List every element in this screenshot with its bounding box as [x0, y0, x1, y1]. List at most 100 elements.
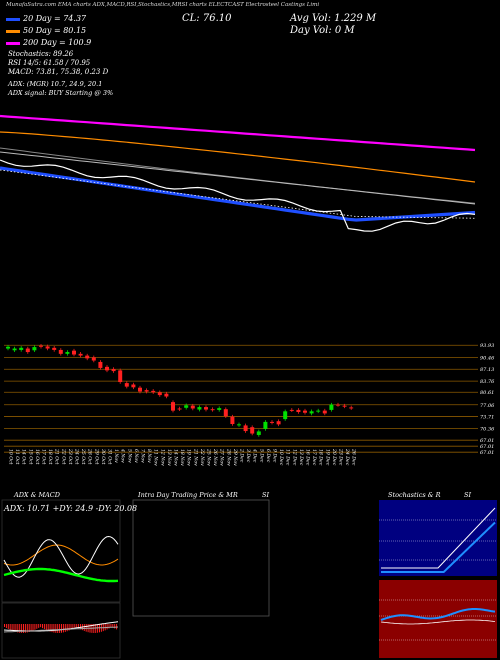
date-tick-label: 5 Dec [258, 449, 264, 463]
macd-histogram-bar [108, 624, 110, 629]
date-tick-label: 12 Dec [291, 449, 297, 466]
candle-body [85, 355, 90, 359]
macd-histogram-bar [45, 624, 47, 631]
price-level-label: 67.01 [480, 438, 494, 444]
ma20-legend: 20 Day = 74.37 [6, 14, 86, 23]
candle-body [177, 408, 182, 410]
date-tick-label: 12 Nov [159, 449, 165, 466]
rsi-blue-line [380, 608, 496, 621]
date-tick-label: 15 Oct [27, 449, 33, 465]
macd-histogram-bar [114, 624, 116, 629]
candle-body [263, 421, 268, 429]
adx-summary: ADX: (MGR) 10.7, 24.9, 20.1 ADX signal: … [8, 80, 113, 97]
macd-signal-line [3, 626, 119, 633]
price-level-label: 90.46 [480, 355, 495, 361]
date-tick-label: 10 Dec [278, 449, 284, 466]
date-tick-label: 22 Nov [199, 448, 205, 466]
intraday-panel-si: SI [262, 491, 270, 499]
candle-body [316, 410, 321, 412]
ma20-label: 20 Day = 74.37 [23, 14, 87, 23]
price-level-label: 67.01 [480, 450, 494, 456]
date-tick-label: 30 Oct [100, 449, 106, 465]
macd-histogram-bar [34, 624, 36, 630]
macd-histogram-bar [28, 624, 30, 632]
candle-body [25, 348, 30, 353]
macd-histogram-bar [24, 624, 26, 633]
date-tick-label: 22 Oct [60, 448, 66, 465]
date-tick-label: 21 Nov [192, 448, 198, 466]
ma50-label: 50 Day = 80.15 [23, 26, 87, 35]
date-tick-label: 19 Dec [324, 449, 330, 466]
macd-histogram-bar [64, 624, 66, 632]
candlesticks [6, 343, 354, 437]
date-tick-label: 18 Oct [47, 449, 53, 465]
candle-body [6, 346, 10, 349]
ma200-color-swatch [6, 41, 20, 45]
macd-histogram-bar [30, 624, 32, 632]
price-grid: 93.93 90.46 87.13 83.76 80.61 77.06 73.71 70.36… [4, 343, 495, 456]
ma50-color-swatch [6, 29, 20, 33]
stochastics-value: Stochastics: 89.26 [8, 50, 74, 58]
macd-histogram-bar [57, 624, 59, 633]
macd-histogram-bar [11, 624, 13, 631]
candle-body [72, 350, 76, 355]
candle-body [204, 407, 208, 410]
date-tick-label: 5 Nov [126, 449, 132, 463]
price-level-label: 87.13 [480, 367, 494, 373]
macd-histogram-bar [55, 624, 57, 633]
macd-histogram-bar [17, 624, 19, 633]
date-tick-label: 26 Dec [351, 448, 357, 466]
date-tick-label: 11 Nov [153, 449, 159, 466]
candle-body [329, 404, 334, 410]
candle-body [322, 410, 327, 414]
candle-body [296, 409, 301, 413]
candle-body [243, 425, 248, 432]
adx-signal: ADX signal: BUY Starting @ 3% [8, 89, 114, 97]
macd-histogram-bar [23, 624, 24, 633]
price-level-label: 70.36 [480, 426, 495, 432]
date-tick-label: 24 Oct [74, 448, 80, 465]
stochastic-d-line [381, 521, 496, 573]
candle-body [78, 353, 83, 356]
close-price: CL: 76.10 [182, 13, 232, 24]
price-level-label: 83.76 [480, 379, 495, 385]
date-tick-label: 9 Dec [272, 449, 278, 463]
date-tick-label: 28 Oct [87, 448, 93, 465]
candle-body [303, 410, 307, 413]
date-tick-label: 29 Oct [93, 448, 99, 465]
macd-histogram-bar [106, 624, 108, 630]
price-level-label: 80.61 [480, 390, 494, 396]
date-tick-label: 28 Nov [225, 448, 231, 466]
candle-body [309, 411, 314, 414]
candle-body [171, 402, 175, 411]
upper-band-line [0, 147, 476, 204]
date-tick-label: 17 Dec [311, 449, 317, 466]
moving-average-lines [0, 114, 476, 232]
candle-body [283, 411, 288, 420]
stoch-panel-title: Stochastics & R [388, 491, 441, 499]
date-tick-label: 2 Dec [239, 448, 245, 463]
candle-body [230, 416, 235, 425]
macd-histogram-bar [43, 624, 45, 630]
macd-histogram-bar [13, 624, 15, 632]
date-tick-label: 6 Nov [133, 449, 139, 463]
date-tick-label: 11 Dec [285, 449, 291, 466]
candle-body [45, 346, 50, 349]
candle-body [197, 407, 202, 410]
candle-body [190, 405, 195, 409]
date-tick-label: 8 Nov [146, 449, 152, 463]
ma200-label: 200 Day = 100.9 [23, 38, 92, 47]
date-tick-label: 18 Nov [179, 449, 185, 466]
ma50-legend: 50 Day = 80.15 [6, 26, 86, 35]
candle-body [12, 348, 17, 351]
candle-body [184, 405, 189, 408]
macd-histogram-bar [36, 624, 38, 629]
candle-body [32, 347, 37, 351]
date-tick-label: 7 Nov [140, 449, 146, 463]
candle-body [276, 421, 281, 425]
adx-line: ADX: (MGR) 10.7, 24.9, 20.1 [8, 80, 103, 88]
intraday-panel-title: Intra Day Trading Price & MR [138, 491, 238, 499]
date-tick-label: 14 Nov [173, 449, 179, 466]
macd-histogram-bar [47, 624, 49, 631]
candle-body [131, 384, 136, 388]
